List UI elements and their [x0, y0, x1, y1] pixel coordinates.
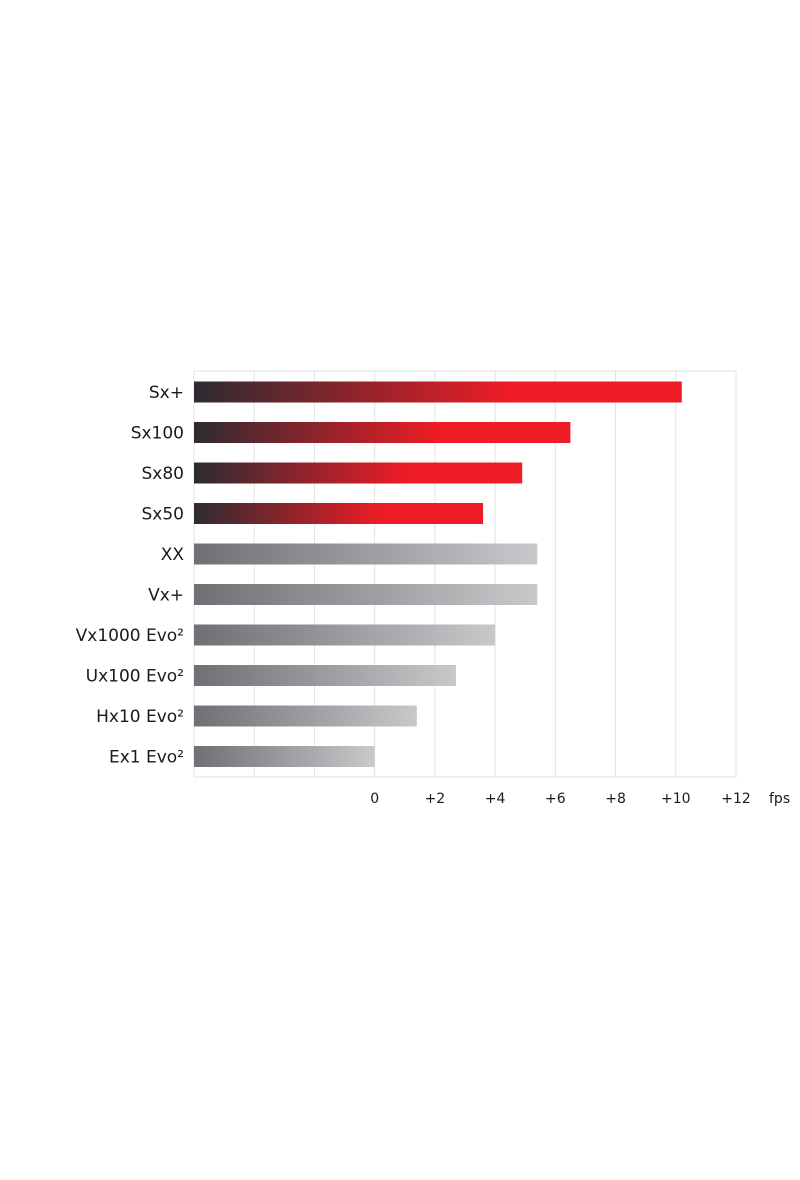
x-tick-label: +12 [721, 791, 751, 807]
bar-10 [194, 746, 375, 767]
x-tick-label: +6 [545, 791, 566, 807]
bar-9 [194, 705, 417, 727]
category-label: Vx1000 Evo² [76, 626, 184, 646]
bar-6 [194, 584, 538, 605]
x-tick-label: +10 [661, 791, 691, 807]
category-label: Ux100 Evo² [86, 667, 184, 687]
bars [194, 381, 682, 767]
category-label: Sx100 [131, 424, 184, 444]
x-tick-label: 0 [370, 791, 379, 807]
category-label: Ex1 Evo² [109, 748, 184, 768]
bar-1 [194, 381, 682, 403]
category-label: XX [161, 545, 185, 565]
category-label: Vx+ [148, 586, 184, 606]
category-labels: Sx+ Sx100 Sx80 Sx50 XX Vx+ Vx1000 Evo² Ux100 Ev… [76, 383, 185, 768]
x-axis-ticks: 0 +2 +4 +6 +8 +10 +12 [370, 791, 751, 807]
bar-8 [194, 665, 456, 686]
category-label: Sx+ [149, 383, 184, 403]
category-label: Sx80 [142, 464, 184, 484]
x-tick-label: +4 [485, 791, 506, 807]
x-tick-label: +8 [605, 791, 626, 807]
bar-2 [194, 422, 571, 443]
category-label: Sx50 [142, 505, 184, 525]
x-axis-unit-label: fps [769, 791, 790, 807]
bar-5 [194, 543, 538, 565]
bar-4 [194, 503, 484, 524]
category-label: Hx10 Evo² [96, 707, 184, 727]
x-tick-label: +2 [425, 791, 446, 807]
bar-3 [194, 462, 523, 484]
bar-7 [194, 624, 496, 646]
